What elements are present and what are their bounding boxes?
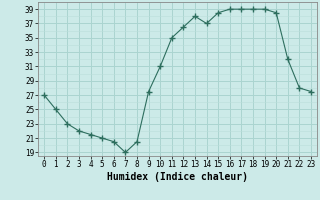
X-axis label: Humidex (Indice chaleur): Humidex (Indice chaleur) <box>107 172 248 182</box>
